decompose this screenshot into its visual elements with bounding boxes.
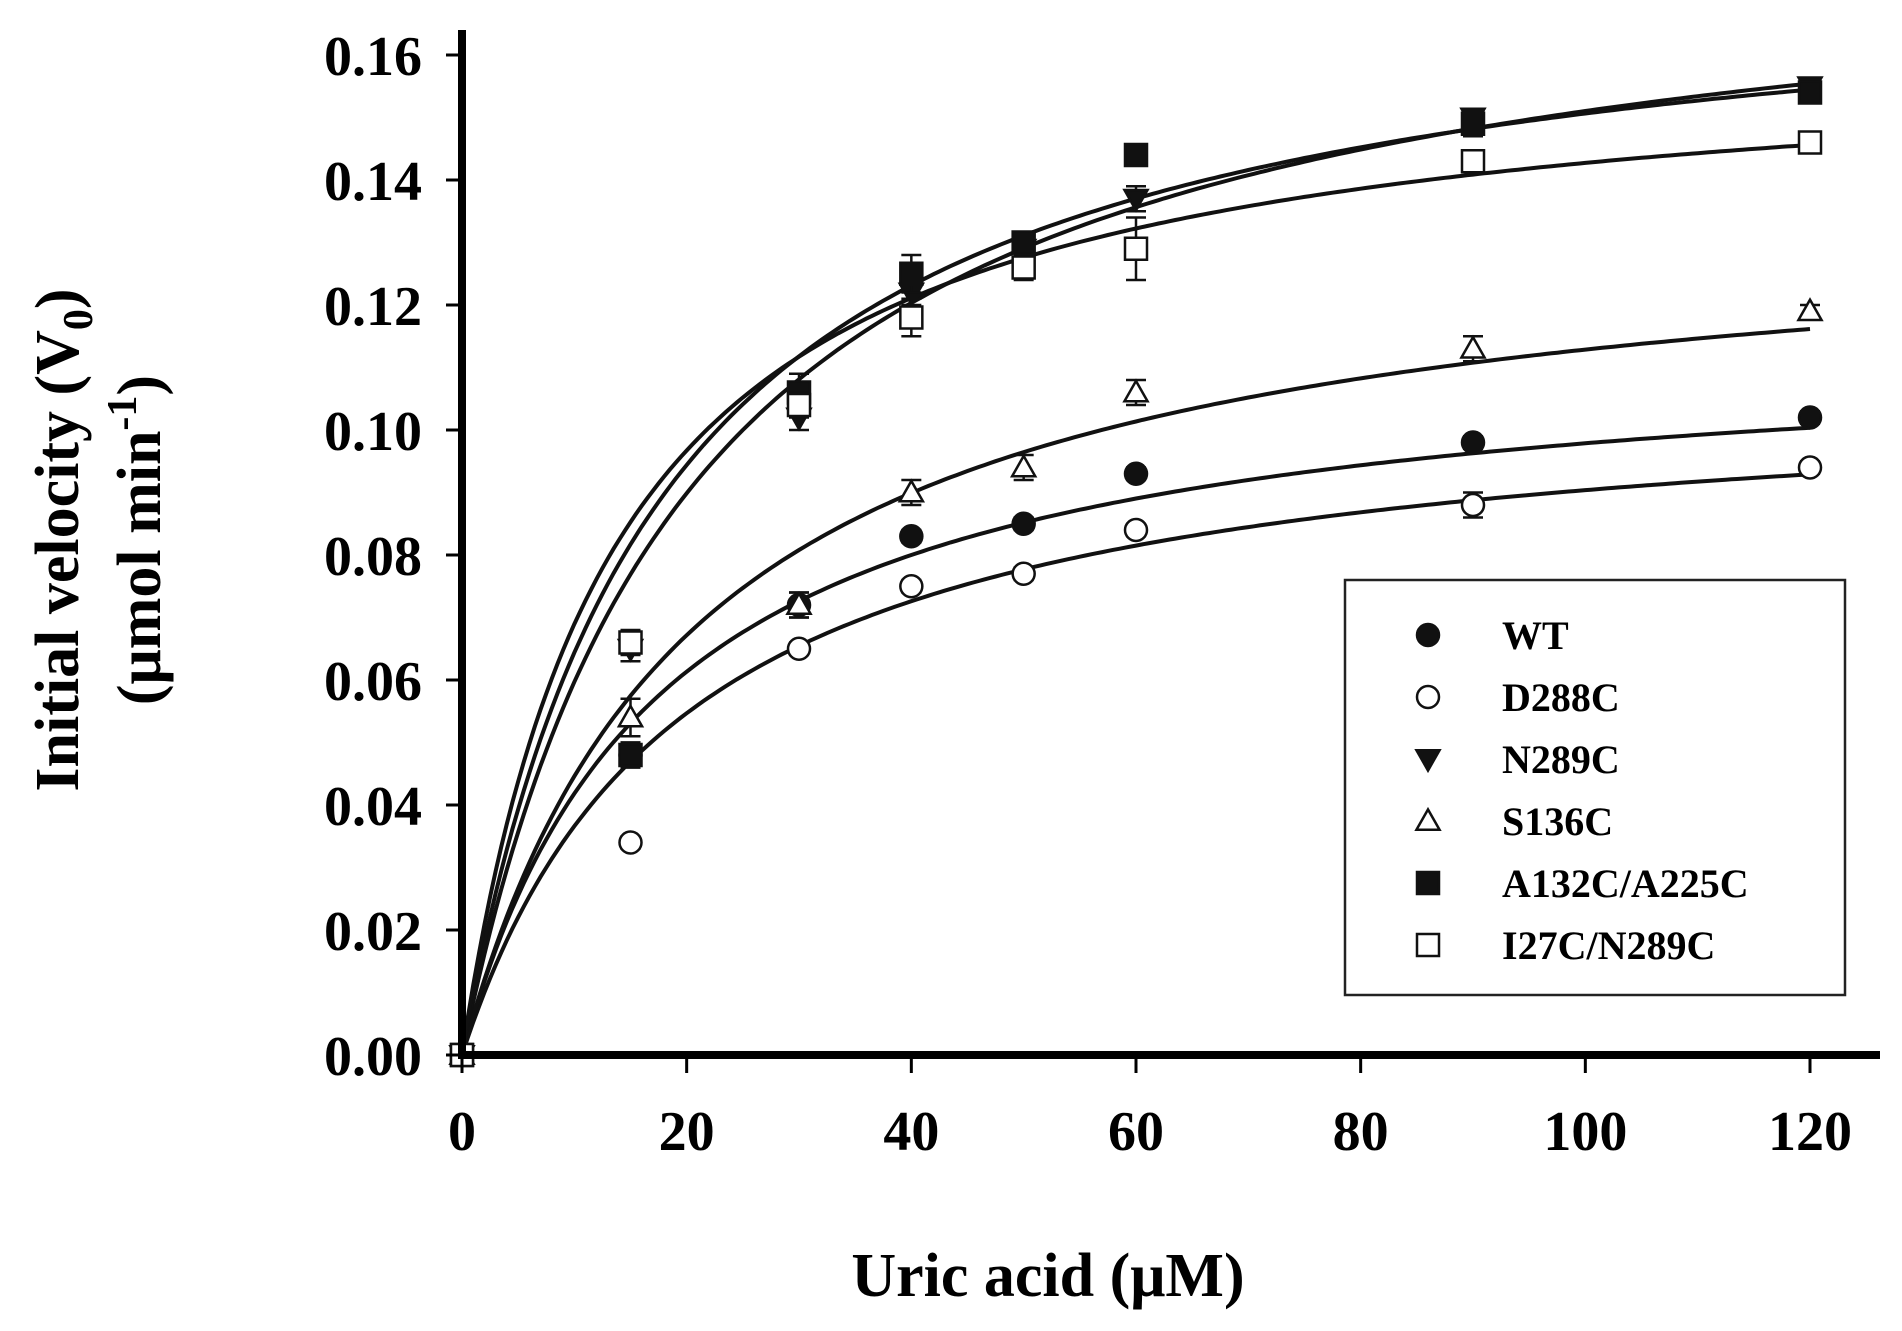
data-point bbox=[1460, 111, 1486, 136]
series-i27c-n289c bbox=[449, 130, 1823, 1068]
data-point bbox=[618, 830, 643, 855]
data-point bbox=[1123, 517, 1149, 543]
legend-marker bbox=[1415, 932, 1441, 958]
y-axis-title: Initial velocity (V0) bbox=[24, 288, 102, 791]
y-tick-label: 0.12 bbox=[324, 276, 422, 338]
x-tick-label: 40 bbox=[883, 1101, 939, 1163]
legend-label: N289C bbox=[1502, 737, 1620, 782]
x-tick-label: 20 bbox=[659, 1101, 715, 1163]
y-axis-title-sub: 0 bbox=[56, 309, 102, 330]
data-point bbox=[1797, 130, 1823, 155]
legend-marker bbox=[1414, 806, 1442, 832]
data-point bbox=[1122, 188, 1150, 213]
data-point bbox=[1796, 297, 1824, 322]
data-point bbox=[1460, 149, 1486, 174]
y-tick-label: 0.06 bbox=[324, 651, 422, 713]
x-tick-label: 120 bbox=[1768, 1101, 1852, 1163]
x-tick-label: 60 bbox=[1108, 1101, 1164, 1163]
data-point bbox=[899, 574, 924, 599]
x-axis-title: Uric acid (μM) bbox=[851, 1242, 1244, 1310]
data-point bbox=[1123, 461, 1149, 486]
svg-text:(μmol min-1): (μmol min-1) bbox=[100, 375, 174, 705]
fit-curve-wt bbox=[460, 425, 1811, 1056]
axes bbox=[446, 30, 1880, 1073]
data-point bbox=[1122, 378, 1150, 403]
x-tick-label: 0 bbox=[448, 1101, 476, 1163]
legend-label: WT bbox=[1502, 613, 1569, 658]
y-tick-label: 0.00 bbox=[324, 1026, 422, 1088]
series-d288c bbox=[449, 455, 1823, 1068]
y-tick-label: 0.10 bbox=[324, 401, 422, 463]
y-axis-title-line1: Initial velocity (V bbox=[24, 330, 92, 792]
data-point bbox=[1011, 255, 1036, 280]
y-tick-label: 0.14 bbox=[324, 151, 422, 213]
legend-label: S136C bbox=[1502, 799, 1613, 844]
data-point bbox=[1123, 236, 1149, 261]
fit-curve-s136c bbox=[460, 327, 1811, 1056]
data-point bbox=[897, 478, 926, 503]
data-point bbox=[1009, 453, 1038, 478]
legend-label: D288C bbox=[1502, 675, 1620, 720]
y-axis-unit-end: ) bbox=[106, 375, 174, 396]
x-tick-label: 100 bbox=[1543, 1101, 1627, 1163]
data-point bbox=[899, 261, 924, 286]
legend-marker bbox=[1415, 684, 1441, 710]
y-tick-label: 0.02 bbox=[324, 901, 422, 963]
x-tick-label: 80 bbox=[1333, 1101, 1389, 1163]
data-markers bbox=[448, 76, 1824, 1070]
data-point bbox=[616, 703, 645, 728]
data-point bbox=[786, 392, 812, 418]
data-point bbox=[1011, 230, 1036, 255]
y-axis-title-line1-end: ) bbox=[24, 288, 92, 309]
data-point bbox=[1460, 430, 1486, 455]
legend-box bbox=[1343, 578, 1847, 997]
data-point bbox=[1459, 334, 1487, 359]
data-point bbox=[1797, 80, 1823, 105]
data-point bbox=[1011, 561, 1036, 586]
y-axis-unit: (μmol min-1) bbox=[100, 375, 174, 705]
y-axis-unit-text: (μmol min bbox=[106, 431, 174, 706]
data-point bbox=[785, 590, 813, 616]
legend: WT D288C N289C S136C A132C/A225C I27C/N289C bbox=[1343, 578, 1847, 997]
legend-marker bbox=[1414, 748, 1442, 774]
y-axis-unit-sup: -1 bbox=[100, 396, 146, 431]
data-point bbox=[1011, 511, 1036, 536]
data-point bbox=[618, 630, 643, 655]
data-point bbox=[618, 742, 643, 768]
data-point bbox=[1123, 142, 1149, 168]
data-point bbox=[1797, 405, 1823, 430]
data-point bbox=[1460, 492, 1486, 518]
data-point bbox=[1797, 455, 1823, 480]
legend-marker bbox=[1415, 622, 1441, 648]
legend-label: A132C/A225C bbox=[1502, 861, 1749, 906]
tick-labels: 0 20 40 60 80 100 120 0.00 0.02 0.04 0.06 0.08 0.10 0… bbox=[324, 26, 1852, 1163]
svg-text:Initial velocity (V0): Initial velocity (V0) bbox=[24, 288, 102, 791]
fit-curve-d288c bbox=[460, 472, 1811, 1056]
data-point bbox=[786, 636, 812, 661]
y-tick-label: 0.16 bbox=[324, 26, 422, 88]
legend-label: I27C/N289C bbox=[1502, 923, 1715, 968]
data-point bbox=[899, 524, 924, 549]
legend-marker bbox=[1415, 870, 1441, 896]
y-tick-label: 0.08 bbox=[324, 526, 422, 588]
y-tick-label: 0.04 bbox=[324, 776, 422, 838]
data-point bbox=[899, 305, 924, 330]
